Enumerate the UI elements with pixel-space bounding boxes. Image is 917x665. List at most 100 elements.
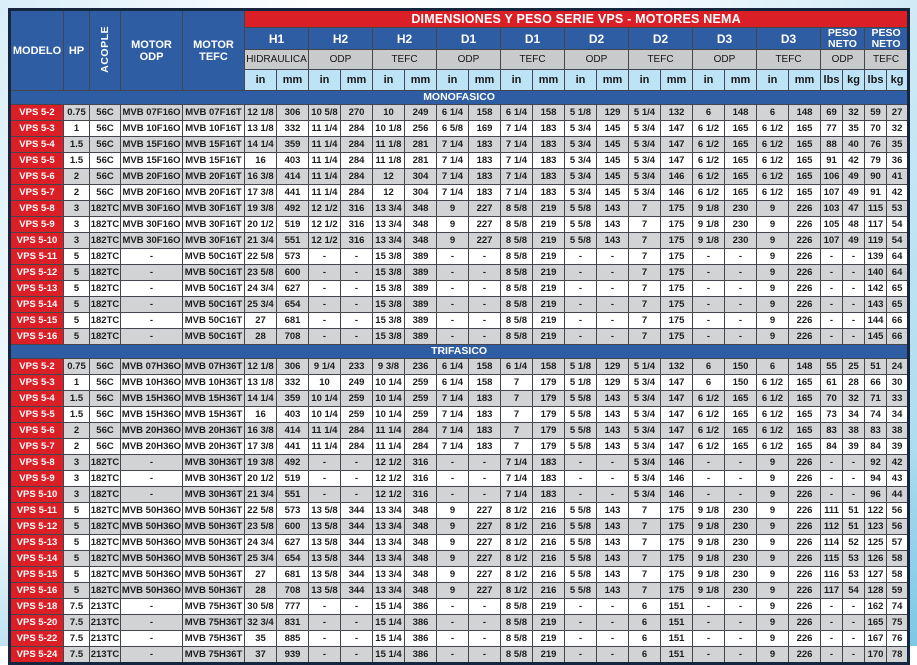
value-cell: 219 bbox=[532, 232, 565, 249]
value-cell: 9 1/8 bbox=[692, 232, 725, 249]
value-cell: - bbox=[724, 598, 757, 615]
value-cell: - bbox=[692, 296, 725, 313]
value-cell: 56 bbox=[885, 502, 910, 519]
model-cell: VPS 5-6 bbox=[9, 168, 64, 185]
value-cell: - bbox=[308, 280, 341, 297]
value-cell: 5 5/8 bbox=[564, 200, 597, 217]
value-cell: 56 bbox=[885, 518, 910, 535]
value-cell: 7 1/4 bbox=[500, 454, 533, 471]
value-cell: 219 bbox=[532, 328, 565, 345]
value-cell: - bbox=[842, 280, 865, 297]
value-cell: 6 1/4 bbox=[500, 358, 533, 375]
value-cell: 9 bbox=[756, 534, 789, 551]
model-cell: VPS 5-22 bbox=[9, 630, 64, 647]
value-cell: 54 bbox=[885, 216, 910, 233]
value-cell: 145 bbox=[596, 120, 629, 137]
value-cell: 10 1/4 bbox=[372, 374, 405, 391]
value-cell: - bbox=[120, 630, 183, 647]
value-cell: 414 bbox=[276, 422, 309, 439]
value-cell: 56C bbox=[89, 438, 121, 455]
value-cell: 227 bbox=[468, 550, 501, 567]
value-cell: 53 bbox=[842, 550, 865, 567]
value-cell: 179 bbox=[532, 438, 565, 455]
value-cell: 66 bbox=[885, 328, 910, 345]
dim-sub-header: ODP bbox=[820, 49, 865, 70]
table-row: VPS 5-11 5 182TC - MVB 50C16T 22 5/8 573- -15 3… bbox=[9, 248, 910, 265]
value-cell: 183 bbox=[532, 152, 565, 169]
value-cell: 227 bbox=[468, 582, 501, 599]
model-cell: VPS 5-12 bbox=[9, 518, 64, 535]
model-cell: VPS 5-5 bbox=[9, 406, 64, 423]
col-header-hp: HP bbox=[63, 9, 90, 91]
value-cell: - bbox=[820, 296, 843, 313]
value-cell: 9 bbox=[436, 200, 469, 217]
value-cell: 115 bbox=[864, 200, 887, 217]
value-cell: MVB 15H36T bbox=[182, 406, 245, 423]
value-cell: 13 3/4 bbox=[372, 582, 405, 599]
value-cell: - bbox=[820, 486, 843, 503]
value-cell: 9 bbox=[756, 550, 789, 567]
dim-sub-header: TEFC bbox=[500, 49, 565, 70]
model-cell: VPS 5-2 bbox=[9, 358, 64, 375]
value-cell: 43 bbox=[885, 470, 910, 487]
value-cell: 389 bbox=[404, 264, 437, 281]
table-row: VPS 5-4 1.5 56C MVB 15F16O MVB 15F16T 14 1/4 3… bbox=[9, 136, 910, 153]
table-row: VPS 5-10 3 182TC - MVB 30H36T 21 3/4 551- -12 1… bbox=[9, 486, 910, 503]
value-cell: - bbox=[692, 470, 725, 487]
value-cell: 348 bbox=[404, 232, 437, 249]
value-cell: 226 bbox=[788, 200, 821, 217]
value-cell: 6 1/2 bbox=[692, 184, 725, 201]
value-cell: 344 bbox=[340, 518, 373, 535]
acople-vertical-label: ACOPLE bbox=[99, 25, 111, 73]
value-cell: 551 bbox=[276, 232, 309, 249]
value-cell: 7 bbox=[628, 216, 661, 233]
value-cell: 216 bbox=[532, 518, 565, 535]
value-cell: 13 3/4 bbox=[372, 550, 405, 567]
value-cell: 65 bbox=[885, 280, 910, 297]
value-cell: 8 5/8 bbox=[500, 280, 533, 297]
value-cell: 146 bbox=[660, 168, 693, 185]
table-row: VPS 5-7 2 56C MVB 20H36O MVB 20H36T 17 3/8 441… bbox=[9, 438, 910, 455]
value-cell: 165 bbox=[788, 422, 821, 439]
value-cell: - bbox=[842, 312, 865, 329]
value-cell: - bbox=[564, 470, 597, 487]
value-cell: 165 bbox=[864, 614, 887, 631]
value-cell: 213TC bbox=[89, 598, 121, 615]
value-cell: 708 bbox=[276, 582, 309, 599]
value-cell: 70 bbox=[820, 390, 843, 407]
dim-sub-header: TEFC bbox=[628, 49, 693, 70]
value-cell: 5 3/4 bbox=[628, 374, 661, 391]
value-cell: 9 bbox=[436, 534, 469, 551]
value-cell: 9 bbox=[756, 566, 789, 583]
value-cell: 143 bbox=[864, 296, 887, 313]
value-cell: 132 bbox=[660, 358, 693, 375]
table-row: VPS 5-13 5 182TC - MVB 50C16T 24 3/4 627- -15 3… bbox=[9, 280, 910, 297]
value-cell: 23 5/8 bbox=[244, 264, 277, 281]
model-cell: VPS 5-24 bbox=[9, 646, 64, 664]
value-cell: 777 bbox=[276, 598, 309, 615]
value-cell: 226 bbox=[788, 216, 821, 233]
value-cell: - bbox=[692, 280, 725, 297]
unit-header: in bbox=[308, 69, 341, 91]
value-cell: 96 bbox=[864, 486, 887, 503]
model-cell: VPS 5-18 bbox=[9, 598, 64, 615]
value-cell: - bbox=[340, 312, 373, 329]
value-cell: 122 bbox=[864, 502, 887, 519]
value-cell: 219 bbox=[532, 598, 565, 615]
value-cell: 13 5/8 bbox=[308, 534, 341, 551]
value-cell: 5 1/4 bbox=[628, 104, 661, 121]
value-cell: - bbox=[436, 312, 469, 329]
value-cell: 179 bbox=[532, 422, 565, 439]
value-cell: 6 1/2 bbox=[756, 168, 789, 185]
value-cell: - bbox=[436, 280, 469, 297]
value-cell: MVB 50H36O bbox=[120, 566, 183, 583]
model-cell: VPS 5-7 bbox=[9, 184, 64, 201]
value-cell: 7 bbox=[500, 438, 533, 455]
value-cell: 59 bbox=[885, 582, 910, 599]
value-cell: 226 bbox=[788, 550, 821, 567]
value-cell: 9 3/8 bbox=[372, 358, 405, 375]
dim-group-header: PESO NETO bbox=[820, 27, 865, 50]
value-cell: 182TC bbox=[89, 296, 121, 313]
value-cell: - bbox=[564, 248, 597, 265]
value-cell: 5 3/4 bbox=[564, 152, 597, 169]
